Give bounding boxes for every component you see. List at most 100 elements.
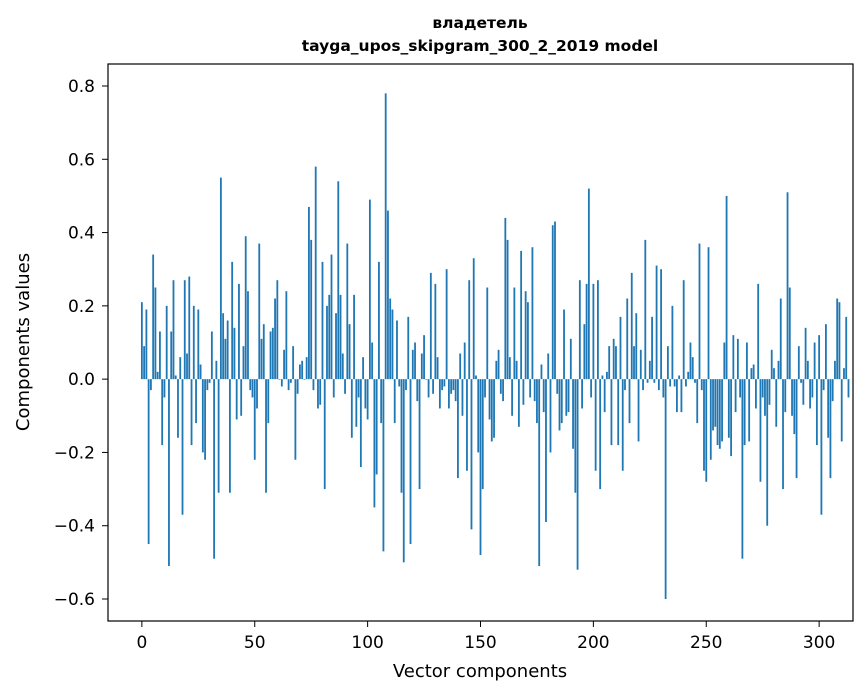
bar — [145, 309, 148, 380]
bar — [274, 298, 276, 380]
bar — [466, 379, 468, 471]
bar — [177, 379, 179, 438]
y-tick-label: 0.2 — [68, 297, 95, 317]
bar — [242, 346, 245, 380]
bar — [425, 379, 428, 380]
bar — [210, 331, 213, 380]
bar — [416, 379, 419, 402]
bar — [289, 379, 292, 383]
bar — [836, 298, 839, 380]
bar — [438, 379, 441, 409]
bar — [235, 379, 238, 420]
bar — [359, 379, 362, 468]
bar — [201, 379, 204, 453]
bar — [529, 379, 532, 398]
bar — [337, 181, 340, 380]
x-tick-label: 250 — [690, 633, 722, 653]
bar — [653, 379, 656, 383]
bar — [768, 379, 771, 405]
bar — [594, 379, 597, 471]
bar — [278, 379, 281, 380]
bar — [723, 342, 726, 380]
bar — [576, 379, 579, 570]
bar — [335, 313, 337, 380]
x-tick-label: 50 — [244, 633, 266, 653]
bar — [766, 379, 769, 526]
bar — [199, 364, 202, 380]
bar — [761, 379, 764, 398]
bar — [797, 346, 800, 380]
bar — [154, 287, 157, 380]
bar — [186, 353, 188, 380]
bar — [712, 379, 714, 431]
bar — [820, 379, 823, 515]
bar — [411, 349, 414, 380]
bar — [472, 258, 475, 380]
bar — [463, 342, 466, 380]
bar — [233, 327, 236, 380]
bar — [215, 360, 218, 380]
bar — [387, 210, 389, 380]
bar — [317, 379, 319, 409]
bar — [633, 346, 635, 380]
bar — [840, 379, 843, 442]
bar — [739, 379, 742, 398]
bar — [506, 239, 509, 380]
bar — [407, 316, 410, 380]
bar — [398, 379, 401, 387]
y-tick-label: 0.0 — [68, 370, 95, 390]
bar — [434, 283, 437, 380]
bar — [366, 379, 369, 420]
bar — [172, 280, 175, 380]
bar — [773, 368, 775, 380]
bar — [353, 294, 355, 380]
bar — [612, 338, 615, 380]
bar — [192, 305, 195, 380]
bar — [513, 287, 516, 380]
x-tick-label: 150 — [464, 633, 496, 653]
bar — [687, 371, 690, 380]
bar — [341, 353, 344, 380]
bar — [630, 272, 633, 380]
bar — [308, 206, 310, 380]
bar — [662, 379, 665, 398]
bar — [786, 192, 789, 380]
bar — [671, 305, 674, 380]
bar — [815, 379, 818, 446]
bar — [536, 379, 538, 424]
x-tick-label: 200 — [577, 633, 609, 653]
bar — [391, 309, 394, 380]
bar — [206, 379, 209, 391]
bar — [170, 331, 173, 380]
bar — [694, 379, 696, 383]
bar — [303, 379, 306, 380]
bar — [676, 379, 678, 413]
bar — [648, 360, 651, 380]
bar — [468, 280, 471, 380]
bar — [574, 379, 577, 493]
bar — [368, 199, 371, 380]
bar — [285, 291, 288, 380]
bar — [791, 379, 793, 416]
bar — [619, 316, 622, 380]
bar — [280, 379, 283, 387]
bar — [477, 379, 480, 453]
bar — [260, 338, 263, 380]
bar — [362, 357, 365, 380]
bar — [621, 379, 624, 471]
bar — [811, 379, 814, 398]
bar — [159, 331, 161, 380]
bar — [195, 379, 197, 424]
bar — [427, 379, 430, 398]
x-axis-label: Vector components — [393, 661, 567, 682]
bar — [450, 379, 453, 394]
bar — [800, 379, 802, 383]
bar — [140, 302, 143, 380]
bar — [447, 379, 450, 409]
bar — [461, 379, 464, 416]
bar — [639, 349, 642, 380]
bar — [685, 379, 687, 387]
bar — [179, 357, 182, 380]
bar — [784, 379, 787, 413]
